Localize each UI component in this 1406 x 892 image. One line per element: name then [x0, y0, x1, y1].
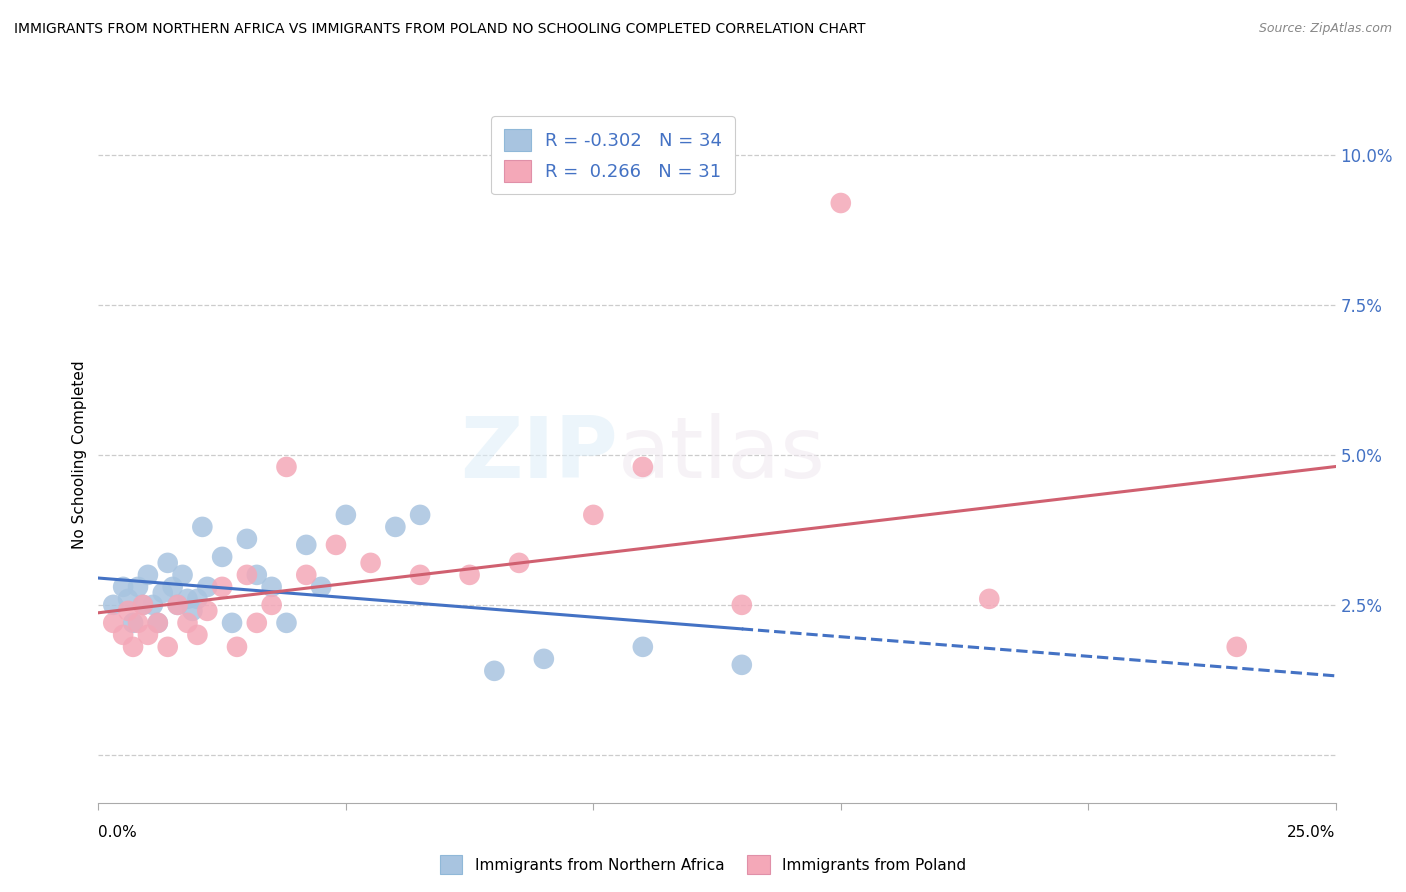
Point: [384, 520, 406, 534]
Point: [122, 640, 145, 654]
Text: atlas: atlas: [619, 413, 827, 497]
Point: [136, 628, 159, 642]
Point: [156, 556, 179, 570]
Point: [484, 664, 506, 678]
Point: [236, 567, 259, 582]
Point: [122, 615, 145, 630]
Point: [409, 567, 432, 582]
Point: [176, 615, 198, 630]
Point: [117, 591, 139, 606]
Point: [631, 640, 654, 654]
Point: [152, 586, 174, 600]
Point: [260, 580, 283, 594]
Point: [295, 538, 318, 552]
Text: IMMIGRANTS FROM NORTHERN AFRICA VS IMMIGRANTS FROM POLAND NO SCHOOLING COMPLETED: IMMIGRANTS FROM NORTHERN AFRICA VS IMMIG…: [14, 22, 866, 37]
Legend: R = -0.302   N = 34, R =  0.266   N = 31: R = -0.302 N = 34, R = 0.266 N = 31: [491, 116, 735, 194]
Point: [276, 459, 298, 474]
Point: [631, 459, 654, 474]
Point: [195, 580, 218, 594]
Point: [226, 640, 249, 654]
Point: [582, 508, 605, 522]
Text: Source: ZipAtlas.com: Source: ZipAtlas.com: [1258, 22, 1392, 36]
Point: [309, 580, 332, 594]
Point: [162, 580, 184, 594]
Point: [181, 604, 204, 618]
Point: [409, 508, 432, 522]
Point: [533, 652, 555, 666]
Point: [112, 628, 135, 642]
Point: [508, 556, 530, 570]
Point: [236, 532, 259, 546]
Y-axis label: No Schooling Completed: No Schooling Completed: [72, 360, 87, 549]
Point: [211, 549, 233, 564]
Text: 25.0%: 25.0%: [1288, 825, 1336, 840]
Point: [335, 508, 357, 522]
Point: [325, 538, 347, 552]
Point: [186, 628, 208, 642]
Text: ZIP: ZIP: [460, 413, 619, 497]
Point: [458, 567, 481, 582]
Text: 0.0%: 0.0%: [98, 825, 138, 840]
Point: [195, 604, 218, 618]
Point: [103, 598, 125, 612]
Point: [136, 567, 159, 582]
Point: [146, 615, 169, 630]
Legend: Immigrants from Northern Africa, Immigrants from Poland: Immigrants from Northern Africa, Immigra…: [433, 849, 973, 880]
Point: [132, 598, 155, 612]
Point: [260, 598, 283, 612]
Point: [731, 598, 754, 612]
Point: [172, 567, 194, 582]
Point: [127, 615, 149, 630]
Point: [142, 598, 165, 612]
Point: [360, 556, 382, 570]
Point: [830, 196, 852, 211]
Point: [979, 591, 1001, 606]
Point: [211, 580, 233, 594]
Point: [221, 615, 243, 630]
Point: [186, 591, 208, 606]
Point: [176, 591, 198, 606]
Point: [276, 615, 298, 630]
Point: [191, 520, 214, 534]
Point: [132, 598, 155, 612]
Point: [103, 615, 125, 630]
Point: [146, 615, 169, 630]
Point: [166, 598, 188, 612]
Point: [1226, 640, 1249, 654]
Point: [112, 580, 135, 594]
Point: [246, 615, 269, 630]
Point: [246, 567, 269, 582]
Point: [166, 598, 188, 612]
Point: [295, 567, 318, 582]
Point: [731, 657, 754, 672]
Point: [127, 580, 149, 594]
Point: [117, 604, 139, 618]
Point: [156, 640, 179, 654]
